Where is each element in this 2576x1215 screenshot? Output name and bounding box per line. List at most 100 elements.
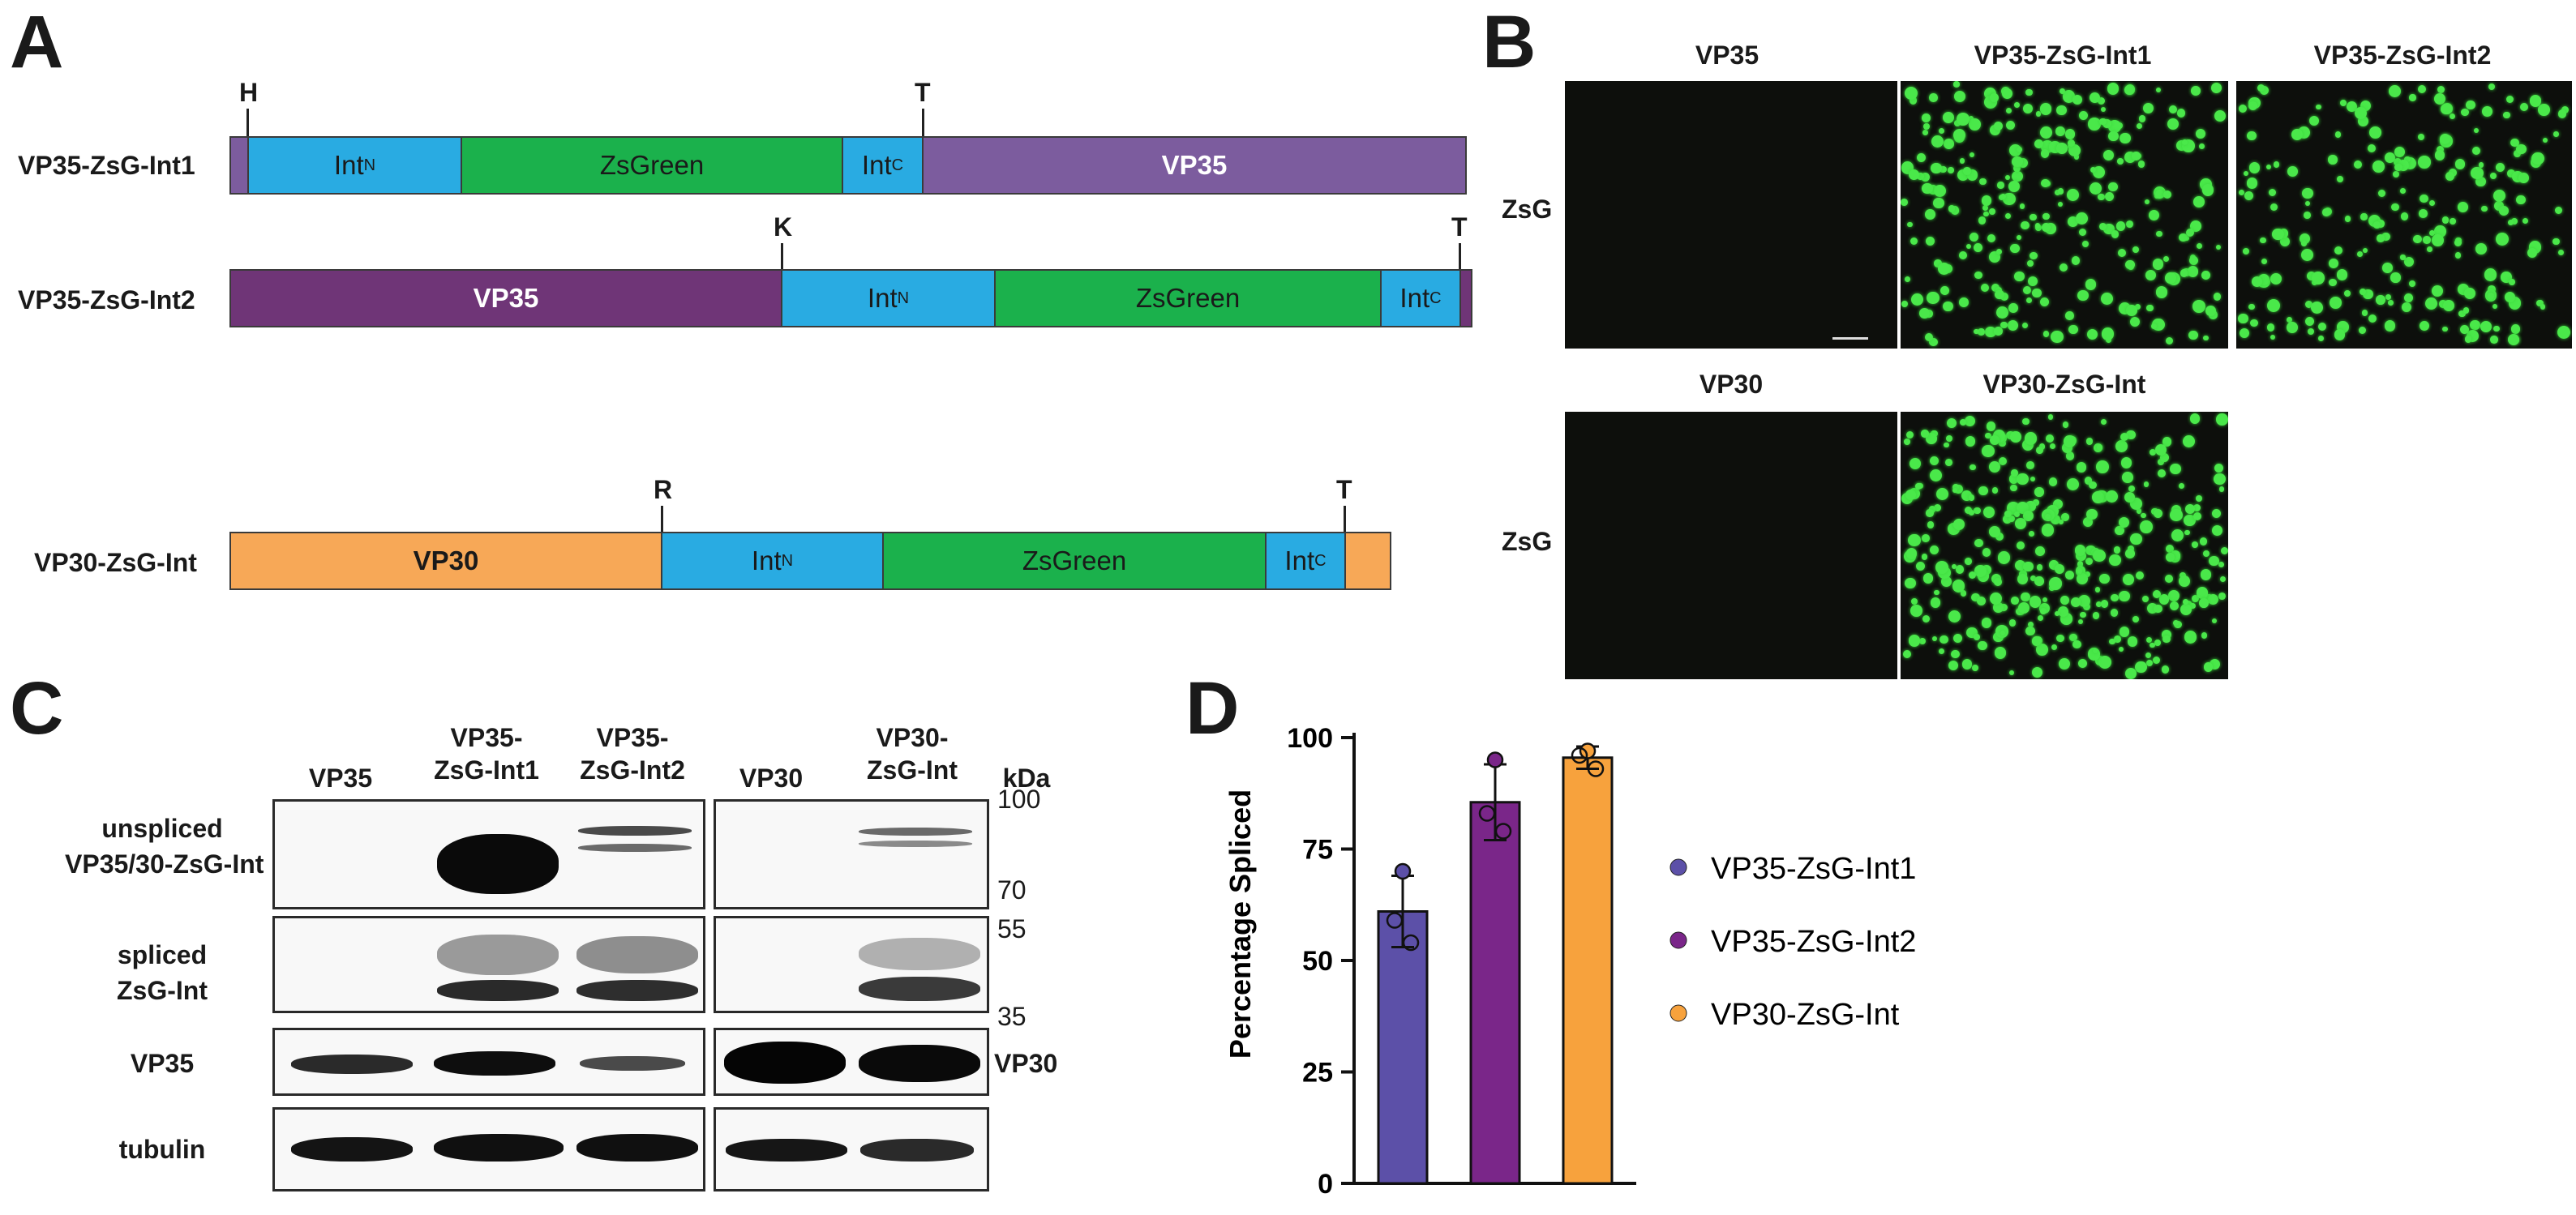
segment-int-n: Int N [247, 136, 462, 195]
fluorescent-cell [2220, 546, 2228, 554]
fluorescent-cell [2021, 322, 2029, 328]
fluorescent-cell [1931, 635, 1938, 641]
fluorescent-cell [1931, 135, 1944, 148]
fluorescent-cell [2329, 278, 2337, 286]
fluorescent-cell [2402, 302, 2412, 312]
fluorescent-cell [2537, 104, 2550, 117]
fluorescent-cell [2193, 512, 2202, 521]
fluorescent-cell [2024, 432, 2037, 445]
fluorescent-cell [2095, 601, 2102, 607]
fluorescent-cell [2493, 325, 2500, 332]
fluorescent-cell [2025, 297, 2033, 303]
fluorescent-cell [2472, 147, 2481, 155]
fluorescent-cell [2028, 621, 2034, 627]
fluorescent-cell [2272, 228, 2284, 241]
data-point [1394, 862, 1412, 880]
fluorescent-cell [2143, 481, 2150, 488]
site-tick [1459, 243, 1461, 271]
fluorescent-cell [2008, 619, 2017, 627]
fluorescent-cell [1921, 173, 1931, 182]
fluorescent-cell [1989, 208, 1995, 216]
fluorescent-cell [2153, 508, 2162, 518]
fluorescent-cell [2017, 234, 2022, 240]
blot-spliced-right [714, 916, 989, 1013]
fluorescent-cell [2124, 491, 2136, 503]
blot-spliced-left [272, 916, 705, 1013]
fluorescent-cell [1926, 433, 1937, 444]
fluorescent-cell [1939, 635, 1948, 644]
y-tick-label: 75 [1302, 835, 1333, 866]
fluorescent-cell [2171, 550, 2181, 560]
legend-marker [1669, 1004, 1687, 1022]
fluorescent-cell [2129, 316, 2141, 327]
fluorescent-cell [2141, 512, 2146, 519]
fluorescent-cell [2359, 289, 2366, 296]
fluorescent-cell [2178, 575, 2190, 587]
fluorescent-cell [1982, 205, 1988, 212]
fluorescent-cell [1929, 93, 1938, 102]
fluorescent-cell [2003, 192, 2016, 206]
fluorescent-cell [2067, 139, 2076, 148]
fluorescent-cell [2051, 330, 2064, 344]
fluorescent-cell [2170, 463, 2181, 475]
fluorescent-cell [2445, 171, 2454, 181]
fluorescent-cell [2013, 165, 2021, 172]
fluorescent-cell [2013, 511, 2020, 518]
fluorescent-cell [2203, 661, 2214, 672]
fluorescent-cell [2107, 120, 2121, 134]
fluorescent-cell [2516, 143, 2527, 155]
fluorescent-cell [2004, 174, 2010, 180]
fluorescent-cell [2470, 319, 2480, 331]
fluorescent-cell [2022, 417, 2030, 426]
fluorescent-cell [2484, 268, 2497, 281]
fluorescent-cell [2038, 615, 2044, 622]
fluorescent-cell [2357, 251, 2364, 258]
fluorescent-cell [2017, 573, 2029, 585]
fluorescent-cell [2304, 316, 2314, 326]
fluorescent-cell [2089, 481, 2097, 490]
fluorescent-cell [2343, 290, 2351, 297]
fluorescent-cell [2098, 573, 2110, 584]
fluorescent-cell [1995, 306, 2009, 319]
fluorescent-cell [2083, 602, 2091, 610]
fluorescent-cell [2145, 652, 2151, 659]
fluorescent-cell [2074, 545, 2086, 556]
fluorescent-cell [2121, 457, 2132, 468]
fluorescent-cell [2307, 327, 2315, 335]
fluorescent-cell [2005, 212, 2012, 220]
fluorescent-cell [2019, 203, 2025, 209]
fluorescent-cell [1940, 165, 1947, 173]
fluorescent-cell [2036, 564, 2043, 571]
fluorescent-cell [1934, 590, 1940, 596]
fluorescent-cell [2203, 335, 2209, 341]
fluorescent-cell [2093, 550, 2106, 563]
fluorescent-cell [1905, 87, 1918, 101]
fluorescent-cell [2377, 234, 2385, 242]
fluorescent-cell [2441, 216, 2450, 224]
fluorescent-cell [2458, 202, 2469, 213]
fluorescent-cell [1983, 507, 1995, 519]
fluorescent-cell [2210, 82, 2222, 93]
fluorescent-cell [2437, 145, 2445, 153]
lane-label: VP30- ZsG-Int [867, 723, 958, 785]
fluorescent-cell [2394, 146, 2406, 158]
row-label: spliced ZsG-Int [117, 940, 208, 1005]
fluorescent-cell [2219, 575, 2227, 582]
fluorescent-cell [2100, 107, 2106, 113]
image-header: VP30-ZsG-Int [1982, 370, 2146, 399]
fluorescent-cell [2286, 322, 2298, 333]
fluorescent-cell [2189, 256, 2199, 266]
fluorescent-cell [2384, 152, 2396, 164]
fluorescent-cell [1943, 111, 1955, 123]
fluorescent-cell [2150, 642, 2156, 648]
fluorescent-cell [2080, 611, 2086, 618]
fluorescent-cell [2069, 633, 2077, 642]
fluorescent-cell [2057, 201, 2063, 207]
fluorescent-cell [1941, 576, 1952, 587]
segment-int-c: Int C [842, 136, 924, 195]
fluorescent-cell [2154, 640, 2161, 647]
fluorescent-cell [2493, 190, 2506, 203]
fluorescent-cell [2461, 108, 2469, 117]
fluorescent-cell [2173, 620, 2180, 627]
fluorescent-cell [2005, 120, 2016, 130]
